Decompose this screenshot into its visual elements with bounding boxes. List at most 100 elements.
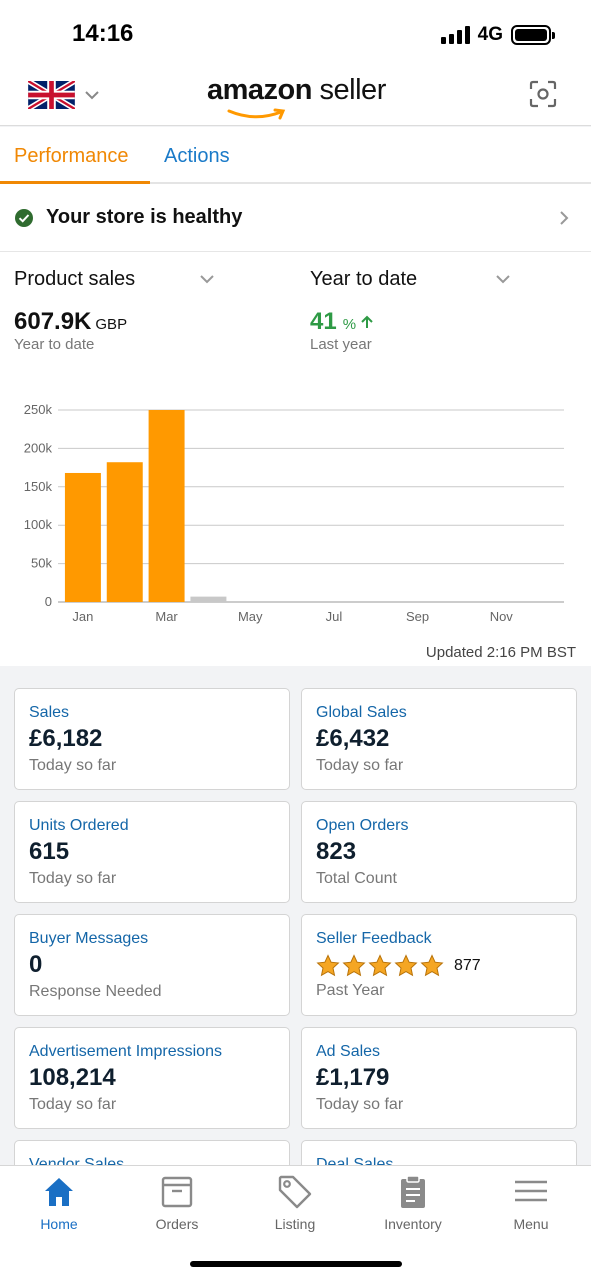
period-selector[interactable]: Year to date [310,268,418,290]
bar-feb [106,462,143,602]
card-value: 615 [29,838,70,865]
tab-performance[interactable]: Performance [14,145,129,167]
card-value: 823 [316,838,357,865]
y-tick-label: 250k [24,402,53,417]
y-tick-label: 50k [31,556,52,571]
x-tick-label: Jul [326,609,343,624]
chevron-down-icon[interactable] [496,274,510,284]
nav-inventory[interactable]: Inventory [358,1174,468,1232]
home-icon [45,1178,73,1206]
card-sales[interactable]: Sales £6,182 Today so far [14,688,290,790]
card-units-ordered[interactable]: Units Ordered 615 Today so far [14,801,290,903]
app-header: amazon seller [0,66,591,126]
status-bar: 14:16 4G [0,0,591,66]
x-tick-label: Nov [490,609,514,624]
card-ad-impressions[interactable]: Advertisement Impressions 108,214 Today … [14,1027,290,1129]
product-sales-caption: Year to date [14,336,95,353]
feedback-count: 877 [454,957,481,974]
nav-label: Home [40,1216,78,1232]
star-icon [342,954,366,977]
home-indicator [190,1261,402,1267]
card-subtitle: Today so far [316,757,404,774]
uk-flag-icon [28,81,75,109]
bar-mar [148,410,185,602]
tab-actions[interactable]: Actions [164,145,230,167]
y-tick-label: 150k [24,479,53,494]
nav-menu[interactable]: Menu [476,1174,586,1232]
star-icon [316,954,340,977]
x-tick-label: May [238,609,263,624]
x-tick-label: Jan [72,609,93,624]
card-subtitle: Today so far [316,1096,404,1113]
x-tick-label: Mar [155,609,178,624]
card-subtitle: Response Needed [29,983,162,1000]
hamburger-icon [515,1180,547,1202]
card-buyer-messages[interactable]: Buyer Messages 0 Response Needed [14,914,290,1016]
check-circle-icon [15,209,33,227]
y-tick-label: 0 [45,594,52,609]
status-indicators: 4G [440,24,555,46]
bar-jan [64,472,101,602]
sales-chart-section: Product sales Year to date 607.9K GBP Yea… [0,252,591,666]
y-tick-label: 200k [24,440,53,455]
change-caption: Last year [310,336,372,353]
card-title: Units Ordered [29,817,129,834]
star-icon [394,954,418,977]
scan-icon[interactable] [529,80,557,108]
card-title: Seller Feedback [316,930,432,947]
status-time: 14:16 [72,20,134,47]
star-rating: 877 [316,952,562,980]
change-value: 41% [310,308,374,336]
card-seller-feedback[interactable]: Seller Feedback 877 Past Year [301,914,577,1016]
card-title: Ad Sales [316,1043,381,1060]
card-value: £6,432 [316,725,390,752]
store-health-text: Your store is healthy [46,206,243,228]
card-global-sales[interactable]: Global Sales £6,432 Today so far [301,688,577,790]
card-value: £1,179 [316,1064,390,1091]
tab-bar: Performance Actions [0,127,591,184]
card-subtitle: Today so far [29,1096,117,1113]
nav-orders[interactable]: Orders [122,1174,232,1232]
card-subtitle: Today so far [29,870,117,887]
nav-label: Menu [513,1216,549,1232]
updated-timestamp: Updated 2:16 PM BST [425,644,576,661]
card-title: Global Sales [316,704,407,721]
nav-label: Listing [274,1216,316,1232]
card-subtitle: Past Year [316,982,385,999]
y-tick-label: 100k [24,517,53,532]
nav-label: Inventory [384,1216,442,1232]
store-health-row[interactable]: Your store is healthy [0,184,591,252]
star-icon [368,954,392,977]
card-open-orders[interactable]: Open Orders 823 Total Count [301,801,577,903]
amazon-seller-logo: amazon seller [207,74,387,124]
nav-home[interactable]: Home [4,1174,114,1232]
card-title: Sales [29,704,70,721]
card-title: Buyer Messages [29,930,149,947]
card-title: Advertisement Impressions [29,1043,222,1060]
card-ad-sales[interactable]: Ad Sales £1,179 Today so far [301,1027,577,1129]
network-label: 4G [477,24,503,45]
product-sales-value: 607.9K GBP [14,308,128,335]
nav-label: Orders [155,1216,199,1232]
metric-selector[interactable]: Product sales [14,268,136,290]
chevron-right-icon [560,211,569,225]
sales-bar-chart: 0 50k 100k 150k 200k 250k Jan Mar May Jul Sep Nov [24,402,564,624]
chevron-down-icon[interactable] [200,274,214,284]
nav-listing[interactable]: Listing [240,1174,350,1232]
chevron-down-icon [85,91,99,100]
battery-icon [511,25,555,45]
card-subtitle: Today so far [29,757,117,774]
card-value: 0 [29,951,43,978]
card-subtitle: Total Count [316,870,397,887]
bar-apr [190,596,227,602]
card-value: 108,214 [29,1064,116,1091]
card-title: Open Orders [316,817,409,834]
marketplace-selector[interactable] [28,81,99,109]
amazon-smile-icon [227,108,286,120]
orders-icon [161,1176,193,1208]
x-tick-label: Sep [406,609,429,624]
clipboard-icon [401,1175,425,1208]
active-tab-indicator [0,181,150,184]
tag-icon [278,1175,312,1209]
star-icon [420,954,444,977]
